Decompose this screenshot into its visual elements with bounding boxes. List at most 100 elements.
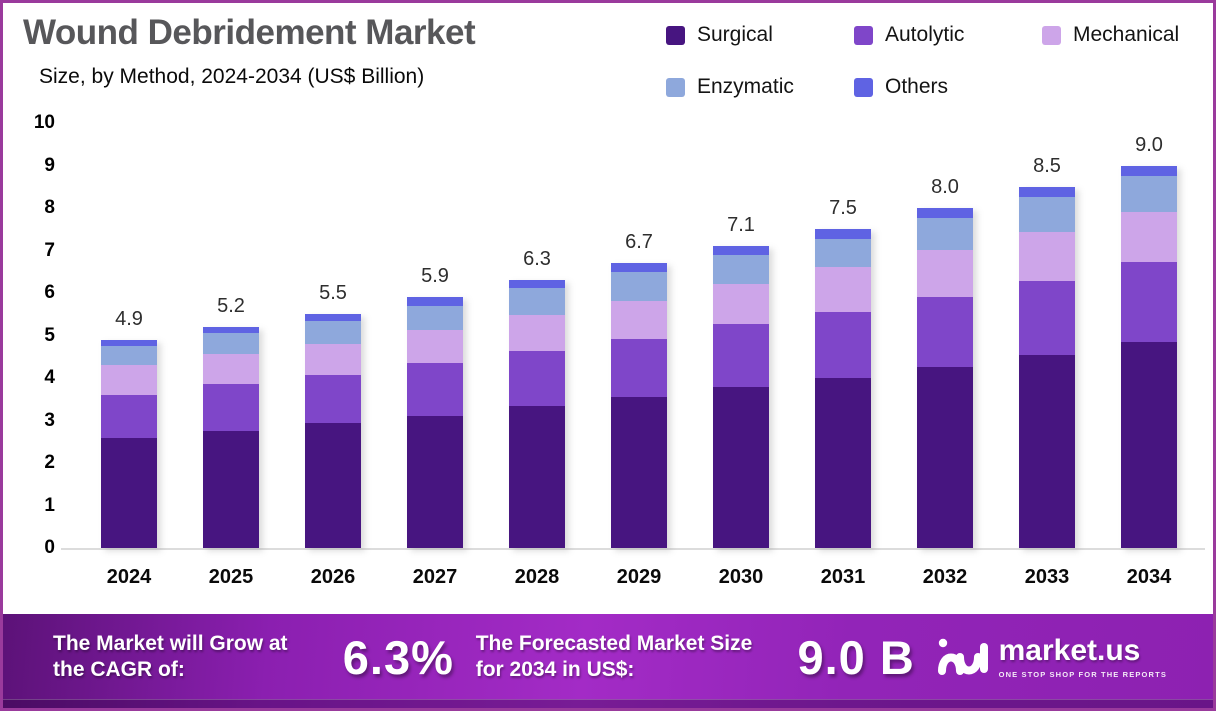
bar-2024-segment-enzymatic (101, 346, 157, 366)
y-axis-tick-2: 2 (44, 452, 55, 473)
bar-2030-segment-others (713, 246, 769, 255)
x-axis-label-2024: 2024 (106, 566, 152, 588)
x-axis-label-2025: 2025 (208, 566, 254, 588)
bar-2034-segment-enzymatic (1121, 176, 1177, 212)
stacked-bar-2031 (815, 229, 871, 548)
bar-2025-segment-mechanical (203, 353, 259, 385)
legend-swatch-mechanical (1042, 25, 1061, 45)
bar-2026-segment-surgical (305, 422, 361, 548)
stacked-bar-2030 (713, 246, 769, 548)
bar-2027-segment-surgical (407, 416, 463, 548)
bar-2030-segment-enzymatic (713, 254, 769, 284)
bar-2034-segment-autolytic (1121, 261, 1177, 343)
bar-2034-segment-mechanical (1121, 211, 1177, 262)
bar-2024-segment-mechanical (101, 365, 157, 395)
stacked-bar-2032 (917, 208, 973, 548)
y-axis-tick-1: 1 (44, 494, 55, 516)
x-axis-label-2034: 2034 (1126, 566, 1172, 588)
bar-2024-segment-surgical (101, 437, 157, 548)
bar-2029-segment-enzymatic (611, 272, 667, 301)
bar-2031-segment-others (815, 229, 871, 239)
bar-2029-segment-mechanical (611, 300, 667, 340)
bar-2025-segment-others (203, 327, 259, 334)
bar-2032-segment-enzymatic (917, 218, 973, 251)
stacked-bar-2034 (1121, 165, 1177, 549)
legend-swatch-surgical (666, 25, 685, 45)
bar-2031-segment-enzymatic (815, 238, 871, 268)
forecast-label: The Forecasted Market Size for 2034 in U… (475, 631, 753, 681)
bar-2027-segment-others (407, 297, 463, 306)
bar-2034-segment-surgical (1121, 342, 1177, 548)
y-axis-tick-10: 10 (33, 112, 55, 133)
legend-swatch-others (854, 77, 873, 97)
y-axis-tick-0: 0 (44, 537, 55, 558)
y-axis-tick-6: 6 (44, 282, 55, 303)
stacked-bar-2026 (305, 314, 361, 548)
bar-total-label-2029: 6.7 (625, 231, 653, 254)
bar-2027-segment-mechanical (407, 330, 463, 364)
legend-item-enzymatic: Enzymatic (666, 75, 854, 99)
bar-2032-segment-surgical (917, 366, 973, 548)
y-axis-tick-4: 4 (44, 367, 55, 388)
brand-logo: market.us ONE STOP SHOP FOR THE REPORTS (937, 635, 1167, 679)
x-axis-line (61, 548, 1205, 550)
stacked-bar-2025 (203, 327, 259, 548)
x-axis-label-2030: 2030 (718, 566, 764, 588)
y-axis-tick-5: 5 (44, 324, 55, 346)
bar-2026-segment-mechanical (305, 343, 361, 375)
forecast-value: 9.0 B (797, 630, 915, 684)
footer-banner: The Market will Grow at the CAGR of: 6.3… (3, 614, 1213, 708)
stacked-bar-2033 (1019, 186, 1075, 548)
bar-2027-segment-enzymatic (407, 305, 463, 331)
legend-swatch-autolytic (854, 25, 873, 45)
legend-label: Others (885, 75, 949, 98)
plot-area: 0 1 2 3 4 5 6 7 8 9 10 4.9 2024 5.2 2025 5.5 2026 5.9 2027… (3, 3, 1213, 708)
cagr-label: The Market will Grow at the CAGR of: (53, 631, 288, 681)
bar-2032-segment-others (917, 208, 973, 219)
bar-2026-segment-others (305, 314, 361, 322)
legend-item-surgical: Surgical (666, 23, 854, 47)
chart-legend: Surgical Autolytic Mechanical Enzymatic Othe… (666, 23, 1179, 99)
legend-swatch-enzymatic (666, 77, 685, 97)
bar-total-label-2034: 9.0 (1135, 133, 1163, 156)
x-axis-label-2029: 2029 (616, 566, 662, 588)
bar-2028-segment-enzymatic (509, 287, 565, 315)
page-subtitle: Size, by Method, 2024-2034 (US$ Billion) (39, 65, 425, 88)
brand-tagline: ONE STOP SHOP FOR THE REPORTS (998, 669, 1167, 679)
bar-2029-segment-autolytic (611, 339, 667, 398)
bar-total-label-2025: 5.2 (217, 295, 245, 317)
bar-2031-segment-autolytic (815, 312, 871, 378)
x-axis-label-2032: 2032 (922, 566, 968, 588)
bar-2031-segment-surgical (815, 377, 871, 548)
legend-label: Autolytic (885, 23, 965, 46)
market-us-logo-icon (937, 638, 988, 675)
bar-2030-segment-mechanical (713, 283, 769, 324)
legend-item-autolytic: Autolytic (854, 23, 1042, 47)
bar-2025-segment-surgical (203, 431, 259, 548)
bar-2025-segment-autolytic (203, 384, 259, 432)
x-axis-label-2027: 2027 (412, 566, 458, 588)
bar-2033-segment-enzymatic (1019, 197, 1075, 233)
bar-total-label-2031: 7.5 (829, 197, 857, 220)
bar-2028-segment-mechanical (509, 314, 565, 352)
bar-2029-segment-surgical (611, 397, 667, 548)
bar-2024-segment-others (101, 339, 157, 347)
brand-text-block: market.us ONE STOP SHOP FOR THE REPORTS (998, 635, 1167, 679)
bar-total-label-2033: 8.5 (1033, 154, 1061, 177)
legend-label: Surgical (697, 23, 773, 46)
bar-2028-segment-others (509, 280, 565, 288)
bar-2028-segment-autolytic (509, 351, 565, 406)
bar-total-label-2026: 5.5 (319, 282, 347, 305)
bar-2027-segment-autolytic (407, 363, 463, 417)
bar-2028-segment-surgical (509, 405, 565, 548)
bar-2030-segment-surgical (713, 387, 769, 548)
bar-2032-segment-mechanical (917, 250, 973, 298)
bar-total-label-2028: 6.3 (523, 248, 551, 271)
bar-2032-segment-autolytic (917, 297, 973, 367)
bar-2033-segment-others (1019, 186, 1075, 198)
legend-label: Mechanical (1073, 23, 1180, 46)
bar-2030-segment-autolytic (713, 323, 769, 388)
bar-total-label-2024: 4.9 (115, 307, 143, 330)
y-axis-tick-7: 7 (44, 239, 55, 261)
